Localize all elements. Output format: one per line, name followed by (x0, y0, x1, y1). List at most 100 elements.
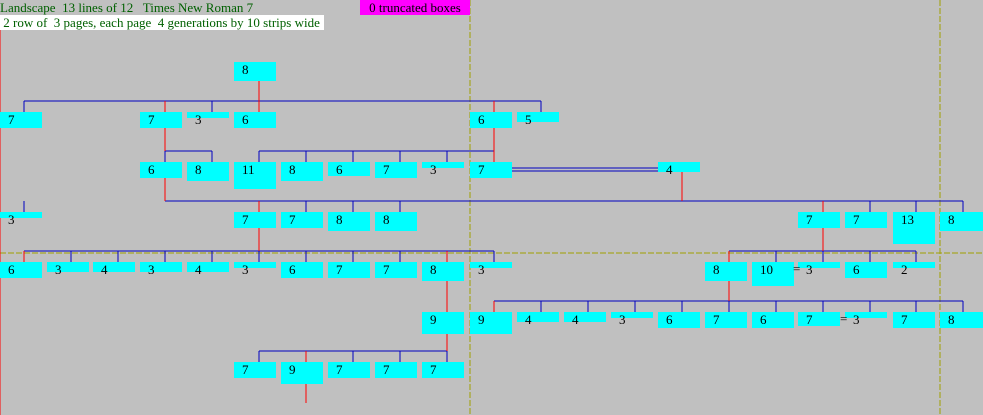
person-box (281, 162, 323, 181)
person-box-label: 8 (336, 212, 343, 227)
person-box (611, 312, 653, 318)
person-box (375, 262, 417, 278)
person-box (140, 162, 182, 178)
person-box-label: 7 (289, 212, 296, 227)
person-box-label: 9 (289, 362, 296, 377)
person-box-label: 13 (901, 212, 914, 227)
person-box (705, 312, 747, 328)
person-box-label: 4 (195, 262, 202, 277)
person-box-label: 6 (853, 262, 860, 277)
person-box (798, 262, 840, 268)
person-box-label: 7 (242, 362, 249, 377)
person-box-label: 11 (242, 162, 255, 177)
person-box-label: 8 (713, 262, 720, 277)
person-box-label: 7 (383, 262, 390, 277)
person-box-label: 7 (336, 262, 343, 277)
person-box-label: 2 (901, 262, 908, 277)
person-box-label: 7 (806, 312, 813, 327)
person-box-label: 9 (478, 312, 485, 327)
person-box-label: 6 (336, 162, 343, 177)
person-box-label: 7 (713, 312, 720, 327)
person-box (940, 212, 983, 231)
person-box (798, 212, 840, 228)
person-box (658, 162, 700, 172)
person-box (281, 362, 323, 384)
person-box (281, 212, 323, 228)
person-box-label: 3 (195, 112, 202, 127)
person-box (328, 212, 370, 231)
person-box-label: 5 (525, 112, 532, 127)
person-box (328, 262, 370, 278)
person-box (422, 312, 464, 334)
truncated-boxes-badge: 0 truncated boxes (360, 0, 470, 15)
person-box (281, 262, 323, 278)
person-box (0, 112, 42, 128)
person-box (187, 262, 229, 272)
person-box-label: 7 (806, 212, 813, 227)
person-box-label: 6 (242, 112, 249, 127)
person-box (234, 362, 276, 378)
person-box-label: 3 (55, 262, 62, 277)
person-box-label: 7 (8, 112, 15, 127)
person-box (752, 262, 794, 286)
person-box (422, 162, 464, 168)
person-box-label: 6 (666, 312, 673, 327)
person-box (328, 162, 370, 176)
person-box-label: 7 (853, 212, 860, 227)
person-box-label: 7 (383, 362, 390, 377)
person-box (47, 262, 89, 272)
person-box (234, 162, 276, 189)
person-box (845, 312, 887, 318)
person-box-label: 3 (430, 162, 437, 177)
person-box (328, 362, 370, 378)
person-box (845, 262, 887, 278)
person-box (893, 212, 935, 244)
equals-mark: = (840, 311, 847, 326)
person-box (234, 212, 276, 228)
person-box (422, 362, 464, 378)
person-box (470, 112, 512, 128)
person-box (0, 212, 42, 218)
person-box-label: 7 (148, 112, 155, 127)
person-box (187, 162, 229, 181)
person-box-label: 7 (336, 362, 343, 377)
person-box-label: 3 (806, 262, 813, 277)
person-box-label: 6 (289, 262, 296, 277)
page-summary: 2 row of 3 pages, each page 4 generation… (0, 15, 324, 30)
person-box (375, 212, 417, 231)
person-box-label: 6 (8, 262, 15, 277)
person-box (187, 112, 229, 118)
person-box (893, 262, 935, 268)
person-box-label: 10 (760, 262, 773, 277)
person-box-label: 7 (242, 212, 249, 227)
person-box (798, 312, 840, 326)
person-box-label: 7 (430, 362, 437, 377)
person-box-label: 6 (148, 162, 155, 177)
person-box-label: 9 (430, 312, 437, 327)
person-box (140, 112, 182, 128)
person-box (940, 312, 983, 328)
person-box-label: 3 (853, 312, 860, 327)
person-box (0, 262, 42, 278)
person-box-label: 8 (430, 262, 437, 277)
person-box-label: 6 (760, 312, 767, 327)
person-box (375, 362, 417, 378)
person-box (234, 262, 276, 268)
person-box-label: 7 (383, 162, 390, 177)
person-box-label: 8 (289, 162, 296, 177)
person-box (470, 312, 512, 334)
person-box-label: 4 (572, 312, 579, 327)
equals-mark: = (793, 261, 800, 276)
person-box-label: 8 (948, 212, 955, 227)
person-box (422, 262, 464, 281)
person-box-label: 3 (8, 212, 15, 227)
person-box-label: 7 (901, 312, 908, 327)
person-box (845, 212, 887, 228)
person-box-label: 6 (478, 112, 485, 127)
person-box (517, 112, 559, 122)
person-box (658, 312, 700, 328)
person-box (752, 312, 794, 328)
person-box (517, 312, 559, 322)
person-box-label: 8 (383, 212, 390, 227)
